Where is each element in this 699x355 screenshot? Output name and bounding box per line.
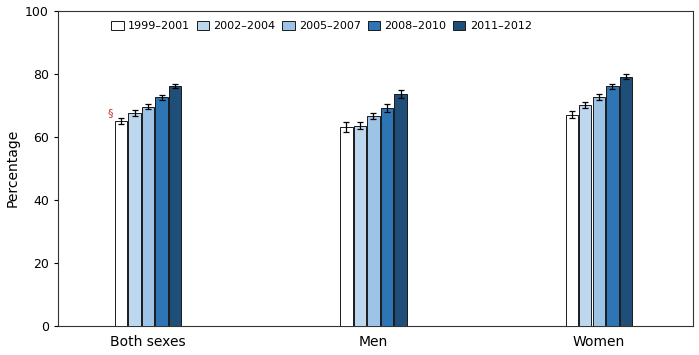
Legend: 1999–2001, 2002–2004, 2005–2007, 2008–2010, 2011–2012: 1999–2001, 2002–2004, 2005–2007, 2008–20… [108, 18, 535, 35]
Bar [593, 97, 605, 326]
Y-axis label: Percentage: Percentage [6, 129, 20, 207]
Bar [381, 108, 394, 326]
Bar [394, 94, 407, 326]
Bar [565, 115, 578, 326]
Bar [169, 86, 181, 326]
Bar [115, 121, 127, 326]
Bar [354, 126, 366, 326]
Bar [606, 86, 619, 326]
Bar [340, 127, 352, 326]
Bar [155, 97, 168, 326]
Bar [142, 107, 154, 326]
Text: §: § [108, 108, 113, 118]
Bar [367, 116, 380, 326]
Bar [129, 113, 140, 326]
Bar [579, 105, 591, 326]
Bar [619, 77, 632, 326]
